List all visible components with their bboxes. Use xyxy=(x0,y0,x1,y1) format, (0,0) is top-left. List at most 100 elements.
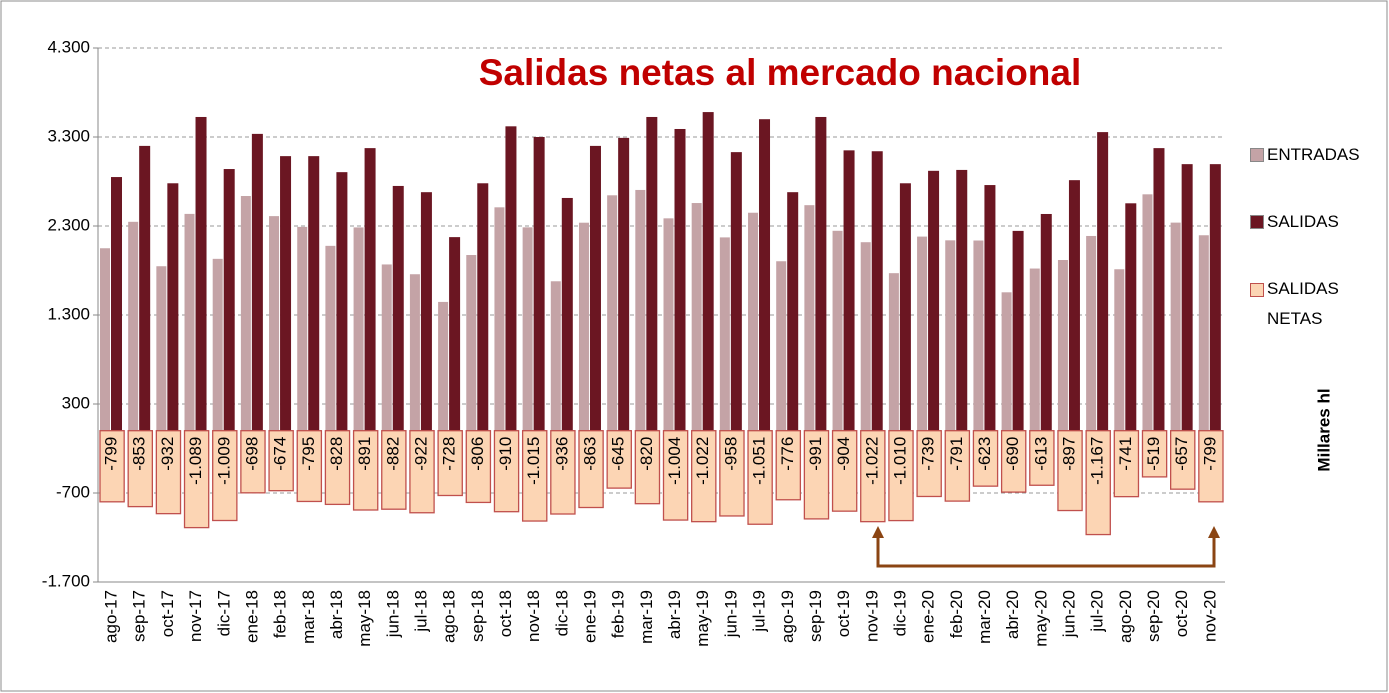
net-bar xyxy=(437,430,463,497)
net-bar xyxy=(944,430,971,502)
bar xyxy=(466,255,477,431)
bar xyxy=(381,264,392,431)
bar xyxy=(184,213,195,431)
data-label: -1.004 xyxy=(665,437,684,485)
net-bar xyxy=(212,430,238,522)
x-tick-label: oct-19 xyxy=(834,590,853,637)
x-tick-label: jun-18 xyxy=(383,590,402,638)
data-label: -1.010 xyxy=(890,437,909,485)
bar xyxy=(674,128,686,431)
x-tick-label: ene-18 xyxy=(242,590,261,643)
bar xyxy=(635,189,646,431)
y-tick-label: -1.700 xyxy=(42,571,90,590)
bar xyxy=(1142,194,1153,431)
data-label: -882 xyxy=(383,437,402,471)
net-bar xyxy=(972,430,999,487)
net-bar xyxy=(578,430,604,509)
annotation-arrow xyxy=(872,526,1220,568)
bar xyxy=(438,301,449,431)
data-label: -741 xyxy=(1116,437,1135,471)
x-tick-label: dic-17 xyxy=(214,590,233,636)
x-tick-label: sep-19 xyxy=(806,590,825,642)
data-label: -1.051 xyxy=(750,437,769,485)
bar xyxy=(589,145,601,431)
bar xyxy=(212,258,223,431)
x-tick-label: ene-20 xyxy=(919,590,938,643)
net-bar xyxy=(352,430,379,511)
legend-item: SALIDAS xyxy=(1250,212,1380,232)
net-bar xyxy=(493,430,520,513)
data-label: -904 xyxy=(834,437,853,471)
bar xyxy=(1198,235,1209,431)
data-label: -674 xyxy=(271,437,290,471)
data-label: -613 xyxy=(1031,437,1050,471)
y-tick-label: -700 xyxy=(56,482,90,501)
bar xyxy=(1012,230,1024,431)
bar xyxy=(646,116,658,431)
bar xyxy=(156,266,167,431)
x-tick-label: oct-18 xyxy=(496,590,515,637)
x-tick-label: jul-18 xyxy=(411,590,430,633)
data-label: -519 xyxy=(1144,437,1163,471)
bar xyxy=(899,183,911,431)
bar xyxy=(1029,268,1040,431)
data-label: -991 xyxy=(806,437,825,471)
bar xyxy=(618,137,630,431)
net-bar xyxy=(240,430,266,494)
net-bar xyxy=(296,430,323,503)
bar xyxy=(269,216,280,431)
legend-item: ENTRADAS xyxy=(1250,145,1380,165)
net-bar xyxy=(1085,430,1111,536)
data-label: -1.022 xyxy=(693,437,712,485)
chart-title: Salidas netas al mercado nacional xyxy=(479,52,1082,93)
bar xyxy=(804,205,815,431)
bar xyxy=(691,203,702,431)
x-tick-label: may-19 xyxy=(693,590,712,647)
x-tick-label: ago-17 xyxy=(102,590,121,643)
net-bar xyxy=(888,430,914,522)
bar xyxy=(1153,148,1165,431)
y-axis-label: Millares hl xyxy=(1314,388,1333,471)
bar xyxy=(561,197,573,431)
y-tick-label: 300 xyxy=(62,393,90,412)
bar xyxy=(223,169,235,431)
net-bar xyxy=(1057,430,1083,512)
net-bar xyxy=(916,430,942,498)
x-tick-label: sep-18 xyxy=(468,590,487,642)
bar xyxy=(280,156,292,431)
net-bar xyxy=(1170,430,1196,490)
data-label: -863 xyxy=(581,437,600,471)
x-tick-label: ene-19 xyxy=(581,590,600,643)
data-label: -828 xyxy=(327,437,346,471)
net-bar xyxy=(409,430,435,514)
net-bar xyxy=(268,430,294,492)
x-tick-label: oct-17 xyxy=(158,590,177,637)
bar xyxy=(251,133,263,431)
bar xyxy=(1086,235,1097,431)
bar xyxy=(409,274,420,431)
bar xyxy=(494,207,505,431)
bar xyxy=(776,261,787,431)
x-tick-label: jul-19 xyxy=(750,590,769,633)
bar xyxy=(607,195,618,431)
net-bar xyxy=(747,430,773,525)
x-tick-label: sep-20 xyxy=(1144,590,1163,642)
bar xyxy=(392,185,404,431)
y-tick-label: 3.300 xyxy=(47,126,90,145)
data-label: -932 xyxy=(158,437,177,471)
data-label: -690 xyxy=(1003,437,1022,471)
bar xyxy=(1170,222,1181,431)
data-label: -910 xyxy=(496,437,515,471)
x-tick-label: abr-19 xyxy=(665,590,684,639)
x-tick-label: jun-20 xyxy=(1060,590,1079,638)
bar xyxy=(325,245,336,431)
x-tick-label: mar-20 xyxy=(975,590,994,644)
bar xyxy=(702,112,714,431)
bar xyxy=(100,248,110,431)
bar xyxy=(139,145,151,431)
legend-swatch xyxy=(1250,215,1264,229)
bar xyxy=(167,183,179,431)
data-label: -1.009 xyxy=(214,437,233,485)
